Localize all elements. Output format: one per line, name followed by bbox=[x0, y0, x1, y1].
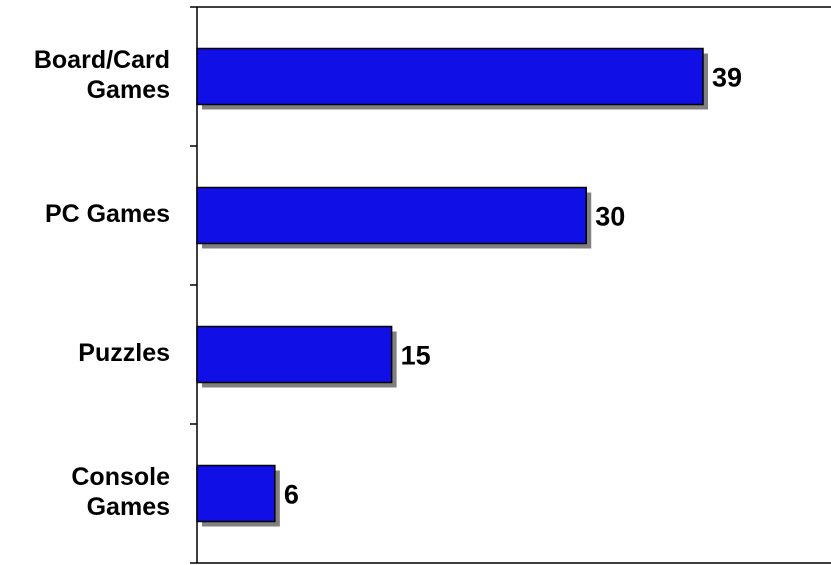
y-ticks bbox=[190, 6, 197, 564]
bars bbox=[196, 47, 708, 527]
bar bbox=[196, 325, 393, 384]
category-label-line: Puzzles bbox=[78, 339, 170, 367]
value-label: 6 bbox=[284, 480, 299, 510]
value-label: 30 bbox=[595, 202, 625, 232]
category-label: Board/Card Games bbox=[34, 46, 170, 104]
bar bbox=[196, 186, 587, 245]
category-label-line: PC Games bbox=[45, 200, 170, 228]
bar bbox=[196, 464, 276, 523]
value-label: 15 bbox=[401, 341, 431, 371]
category-label: Console Games bbox=[71, 463, 170, 521]
value-labels: 39 30 15 6 bbox=[284, 63, 742, 510]
category-label-line: Board/Card bbox=[34, 46, 170, 74]
category-label-line: Games bbox=[87, 76, 170, 104]
category-label-line: Console bbox=[71, 463, 170, 491]
category-label-line: Games bbox=[87, 493, 170, 521]
category-label: Puzzles bbox=[78, 339, 170, 367]
bar bbox=[196, 47, 704, 106]
category-label: PC Games bbox=[45, 200, 170, 228]
value-label: 39 bbox=[712, 63, 742, 93]
